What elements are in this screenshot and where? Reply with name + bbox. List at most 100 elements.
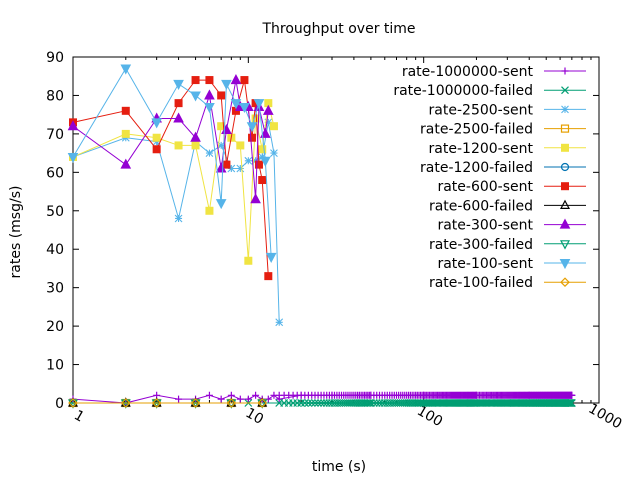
data-point bbox=[190, 397, 201, 407]
data-point bbox=[68, 399, 78, 409]
x-tick-label: 1 bbox=[71, 407, 87, 425]
legend-swatch-marker bbox=[561, 86, 569, 95]
legend-swatch-marker bbox=[560, 277, 570, 288]
y-axis-label: rates (msg/s) bbox=[8, 186, 24, 279]
data-point bbox=[307, 399, 316, 407]
data-point bbox=[152, 133, 161, 142]
legend-item: rate-2500-sent bbox=[429, 102, 586, 118]
data-point bbox=[205, 206, 214, 215]
data-point bbox=[121, 129, 130, 138]
legend-label: rate-100-failed bbox=[429, 275, 533, 291]
legend-item: rate-100-failed bbox=[429, 275, 586, 291]
data-point bbox=[259, 156, 271, 167]
data-point bbox=[174, 214, 183, 223]
series-line bbox=[72, 122, 280, 323]
data-point bbox=[190, 131, 201, 142]
data-point bbox=[400, 399, 409, 407]
data-point bbox=[269, 122, 278, 131]
legend-swatch-marker bbox=[560, 199, 570, 209]
chart-title: Throughput over time bbox=[261, 21, 415, 37]
legend-item: rate-300-sent bbox=[437, 218, 586, 234]
y-axis-ticks: 0 10 20 30 40 50 60 70 80 90 bbox=[46, 50, 599, 412]
data-point bbox=[204, 89, 215, 100]
data-point bbox=[369, 399, 378, 407]
legend-label: rate-1200-sent bbox=[429, 141, 534, 157]
data-point bbox=[230, 99, 242, 110]
data-point bbox=[275, 318, 284, 327]
data-point bbox=[253, 99, 265, 110]
data-point bbox=[217, 395, 225, 403]
data-point bbox=[227, 164, 236, 173]
data-point bbox=[226, 397, 237, 407]
x-axis-label: time (s) bbox=[312, 459, 366, 475]
data-point bbox=[262, 104, 274, 115]
legend: rate-1000000-sent rate-1000000-failed rate… bbox=[393, 64, 586, 291]
data-point bbox=[205, 391, 213, 399]
data-point bbox=[191, 76, 200, 85]
data-point bbox=[244, 395, 252, 403]
data-point bbox=[152, 145, 161, 154]
data-point bbox=[121, 106, 130, 115]
legend-swatch-marker bbox=[561, 67, 569, 75]
data-point bbox=[257, 398, 268, 408]
data-point bbox=[236, 395, 244, 403]
series-rate-1000000-sent bbox=[69, 391, 576, 407]
legend-swatch-marker bbox=[559, 259, 571, 270]
legend-item: rate-1200-sent bbox=[429, 141, 586, 157]
data-point bbox=[246, 122, 258, 133]
data-point bbox=[215, 162, 227, 173]
data-point bbox=[151, 399, 162, 409]
data-point bbox=[311, 399, 319, 407]
legend-label: rate-1200-failed bbox=[420, 160, 533, 176]
data-point bbox=[151, 398, 162, 408]
series-layer bbox=[67, 64, 576, 409]
legend-item: rate-100-sent bbox=[437, 256, 586, 272]
legend-item: rate-1200-failed bbox=[420, 160, 586, 176]
data-point bbox=[264, 272, 273, 281]
y-tick-label: 40 bbox=[46, 242, 64, 258]
y-tick-label: 70 bbox=[46, 127, 64, 143]
data-point bbox=[258, 176, 267, 185]
legend-label: rate-600-failed bbox=[429, 198, 533, 214]
legend-swatch-marker bbox=[560, 240, 570, 250]
data-point bbox=[236, 164, 245, 173]
data-point bbox=[259, 127, 271, 138]
data-point bbox=[151, 118, 162, 129]
data-point bbox=[120, 64, 132, 75]
data-point bbox=[264, 118, 273, 127]
legend-item: rate-600-sent bbox=[437, 179, 586, 195]
legend-label: rate-1000000-failed bbox=[393, 83, 533, 99]
data-point bbox=[190, 91, 201, 102]
x-tick-label: 1000 bbox=[586, 401, 625, 433]
data-point bbox=[120, 398, 131, 408]
legend-label: rate-2500-failed bbox=[420, 122, 533, 138]
data-point bbox=[270, 149, 278, 157]
data-point bbox=[174, 141, 183, 150]
data-point bbox=[348, 399, 356, 407]
data-point bbox=[568, 391, 576, 399]
y-tick-label: 30 bbox=[46, 281, 64, 297]
data-point bbox=[67, 152, 79, 164]
series-rate-1200-sent bbox=[69, 99, 278, 265]
legend-swatch-marker bbox=[561, 143, 569, 152]
y-tick-label: 20 bbox=[46, 319, 64, 335]
data-point bbox=[363, 399, 372, 407]
legend-item: rate-1000000-sent bbox=[402, 64, 586, 80]
data-point bbox=[258, 145, 267, 154]
data-point bbox=[248, 133, 257, 142]
data-point bbox=[239, 102, 250, 114]
legend-swatch-marker bbox=[561, 105, 569, 114]
data-point bbox=[567, 399, 576, 407]
y-tick-label: 0 bbox=[55, 396, 64, 412]
data-point bbox=[226, 399, 237, 409]
data-point bbox=[244, 256, 253, 265]
data-point bbox=[304, 399, 313, 407]
x-axis-ticks: 1 10 100 1000 bbox=[71, 57, 624, 432]
data-point bbox=[174, 99, 183, 108]
data-point bbox=[254, 160, 263, 169]
data-point bbox=[190, 399, 201, 409]
data-point bbox=[120, 397, 131, 407]
data-point bbox=[204, 102, 215, 114]
data-point bbox=[190, 398, 201, 408]
